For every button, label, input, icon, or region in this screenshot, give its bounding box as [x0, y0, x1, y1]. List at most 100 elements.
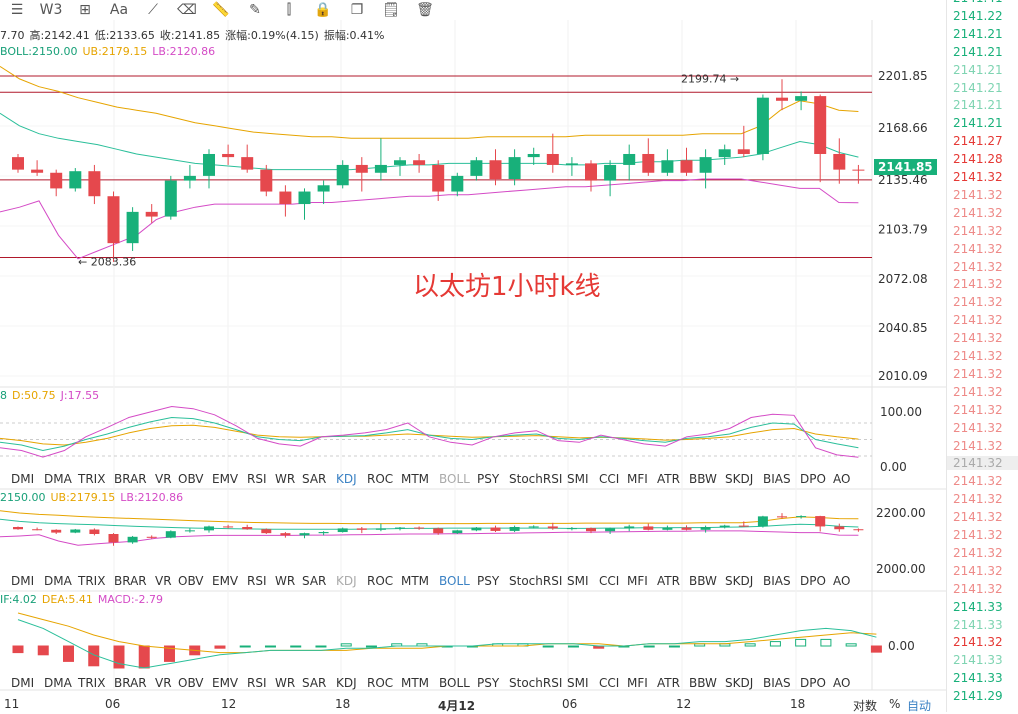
indicator-tab-stochrsi[interactable]: StochRSI — [509, 574, 563, 588]
indicator-tab-dpo[interactable]: DPO — [800, 574, 826, 588]
indicator-tab-mfi[interactable]: MFI — [627, 472, 648, 486]
menu-icon[interactable]: ☰ — [10, 2, 24, 18]
indicator-tab-sar[interactable]: SAR — [302, 574, 327, 588]
indicator-tab-mtm[interactable]: MTM — [401, 676, 430, 690]
indicator-tab-wr[interactable]: WR — [275, 472, 296, 486]
indicator-tab-cci[interactable]: CCI — [599, 676, 620, 690]
indicator-tab-vr[interactable]: VR — [155, 574, 172, 588]
indicator-tab-skdj[interactable]: SKDJ — [725, 676, 754, 690]
indicator-tab-ao[interactable]: AO — [833, 676, 851, 690]
indicator-tab-kdj[interactable]: KDJ — [336, 472, 357, 486]
price-tick-item: 2141.32 — [953, 474, 1003, 489]
brush-icon[interactable]: ✎ — [249, 2, 261, 18]
indicator-tab-obv[interactable]: OBV — [178, 472, 204, 486]
candle-icon[interactable]: ⫿ — [286, 2, 292, 18]
indicator-tab-brar[interactable]: BRAR — [114, 574, 147, 588]
indicator-tab-rsi[interactable]: RSI — [247, 472, 267, 486]
indicator-tab-dma[interactable]: DMA — [44, 676, 72, 690]
indicator-tab-atr[interactable]: ATR — [657, 472, 680, 486]
indicator-tab-ao[interactable]: AO — [833, 574, 851, 588]
candle-body — [164, 180, 177, 217]
mini-candle-body — [375, 528, 386, 530]
indicator-tab-trix[interactable]: TRIX — [78, 676, 106, 690]
boll2-lower-line — [0, 530, 859, 546]
indicator-tab-dma[interactable]: DMA — [44, 574, 72, 588]
indicator-tab-boll[interactable]: BOLL — [439, 472, 470, 486]
eraser-icon[interactable]: ⌫ — [177, 2, 197, 18]
indicator-tab-smi[interactable]: SMI — [567, 472, 589, 486]
price-chart[interactable]: 2199.74 →← 2083.362201.852168.662135.462… — [0, 0, 946, 712]
indicator-icon[interactable]: W3 — [39, 2, 63, 18]
indicator-tab-kdj[interactable]: KDJ — [336, 574, 357, 588]
indicator-tab-atr[interactable]: ATR — [657, 574, 680, 588]
indicator-tab-emv[interactable]: EMV — [212, 472, 239, 486]
price-tick-item: 2141.32 — [953, 187, 1003, 202]
note-icon[interactable]: 🗒 — [382, 2, 400, 18]
macd-histogram-bar — [163, 645, 175, 662]
add-icon[interactable]: ⊞ — [79, 2, 91, 18]
indicator-tab-brar[interactable]: BRAR — [114, 472, 147, 486]
indicator-tab-vr[interactable]: VR — [155, 472, 172, 486]
indicator-tab-sar[interactable]: SAR — [302, 472, 327, 486]
indicator-tab-sar[interactable]: SAR — [302, 676, 327, 690]
candle-body — [336, 164, 349, 186]
indicator-tab-vr[interactable]: VR — [155, 676, 172, 690]
indicator-tab-smi[interactable]: SMI — [567, 676, 589, 690]
indicator-tab-boll[interactable]: BOLL — [439, 676, 470, 690]
auto-toggle[interactable]: 自动 — [907, 699, 932, 713]
indicator-tab-dmi[interactable]: DMI — [11, 676, 35, 690]
indicator-tab-psy[interactable]: PSY — [477, 676, 500, 690]
indicator-tab-roc[interactable]: ROC — [367, 574, 394, 588]
percent-toggle[interactable]: % — [889, 697, 901, 711]
line-tool-icon[interactable]: ⟋ — [148, 2, 158, 18]
indicator-tab-wr[interactable]: WR — [275, 574, 296, 588]
indicator-tab-smi[interactable]: SMI — [567, 574, 589, 588]
indicator-tab-mfi[interactable]: MFI — [627, 676, 648, 690]
indicator-tab-skdj[interactable]: SKDJ — [725, 472, 754, 486]
indicator-tab-cci[interactable]: CCI — [599, 472, 620, 486]
indicator-tab-boll[interactable]: BOLL — [439, 574, 470, 588]
indicator-tab-kdj[interactable]: KDJ — [336, 676, 357, 690]
indicator-tab-roc[interactable]: ROC — [367, 472, 394, 486]
log-toggle[interactable]: 对数 — [853, 699, 878, 713]
indicator-tab-obv[interactable]: OBV — [178, 676, 204, 690]
indicator-tab-mtm[interactable]: MTM — [401, 574, 430, 588]
indicator-tab-emv[interactable]: EMV — [212, 574, 239, 588]
indicator-tab-ao[interactable]: AO — [833, 472, 851, 486]
indicator-tab-stochrsi[interactable]: StochRSI — [509, 472, 563, 486]
indicator-tab-bbw[interactable]: BBW — [689, 676, 717, 690]
macd-histogram-bar — [795, 638, 807, 647]
indicator-tab-trix[interactable]: TRIX — [78, 574, 106, 588]
text-icon[interactable]: Aa — [109, 2, 129, 18]
indicator-tab-bias[interactable]: BIAS — [763, 574, 791, 588]
indicator-tab-dmi[interactable]: DMI — [11, 472, 35, 486]
indicator-tab-rsi[interactable]: RSI — [247, 574, 267, 588]
indicator-tab-brar[interactable]: BRAR — [114, 676, 147, 690]
indicator-tab-dmi[interactable]: DMI — [11, 574, 35, 588]
indicator-tab-atr[interactable]: ATR — [657, 676, 680, 690]
indicator-tab-trix[interactable]: TRIX — [78, 472, 106, 486]
indicator-tab-cci[interactable]: CCI — [599, 574, 620, 588]
indicator-tab-bias[interactable]: BIAS — [763, 472, 791, 486]
indicator-tab-bbw[interactable]: BBW — [689, 472, 717, 486]
indicator-tab-mtm[interactable]: MTM — [401, 472, 430, 486]
indicator-tab-skdj[interactable]: SKDJ — [725, 574, 754, 588]
indicator-tab-stochrsi[interactable]: StochRSI — [509, 676, 563, 690]
indicator-tab-dpo[interactable]: DPO — [800, 472, 826, 486]
indicator-tab-bias[interactable]: BIAS — [763, 676, 791, 690]
indicator-tab-psy[interactable]: PSY — [477, 574, 500, 588]
copy-icon[interactable]: ❐ — [350, 2, 364, 18]
indicator-tab-roc[interactable]: ROC — [367, 676, 394, 690]
indicator-tab-bbw[interactable]: BBW — [689, 574, 717, 588]
indicator-tab-dma[interactable]: DMA — [44, 472, 72, 486]
indicator-tab-wr[interactable]: WR — [275, 676, 296, 690]
indicator-tab-dpo[interactable]: DPO — [800, 676, 826, 690]
indicator-tab-rsi[interactable]: RSI — [247, 676, 267, 690]
trash-icon[interactable]: 🗑 — [416, 2, 434, 18]
indicator-tab-psy[interactable]: PSY — [477, 472, 500, 486]
lock-icon[interactable]: 🔒 — [314, 2, 332, 18]
indicator-tab-obv[interactable]: OBV — [178, 574, 204, 588]
ruler-icon[interactable]: 📏 — [212, 2, 230, 18]
indicator-tab-emv[interactable]: EMV — [212, 676, 239, 690]
indicator-tab-mfi[interactable]: MFI — [627, 574, 648, 588]
